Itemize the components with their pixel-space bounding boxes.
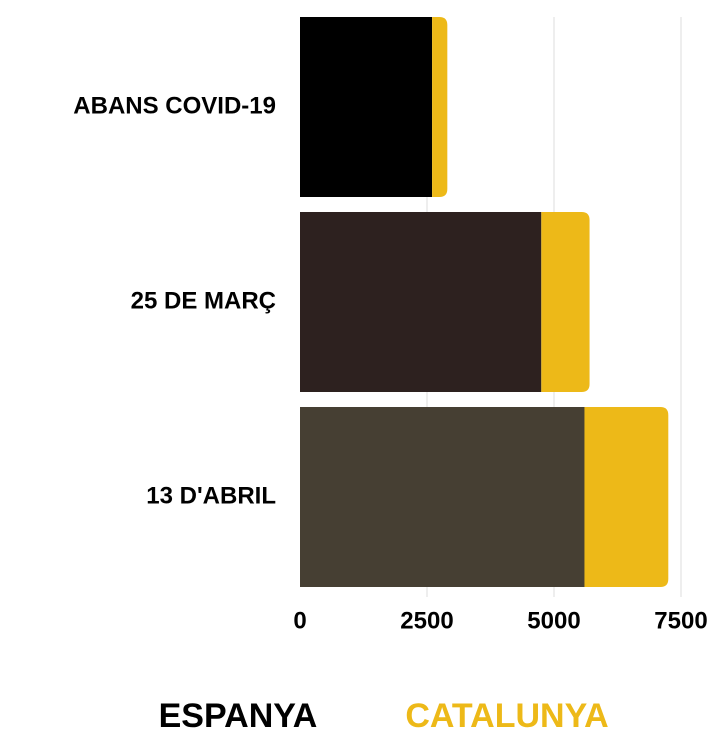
bar-segment bbox=[300, 407, 585, 587]
category-label: 25 DE MARÇ bbox=[131, 287, 276, 314]
x-tick-label: 5000 bbox=[527, 607, 580, 634]
category-label: ABANS COVID-19 bbox=[73, 92, 276, 119]
x-tick-label: 2500 bbox=[400, 607, 453, 634]
bar-segment bbox=[300, 212, 542, 392]
bar-segment bbox=[541, 212, 590, 392]
bar-segment bbox=[300, 17, 433, 197]
category-label: 13 D'ABRIL bbox=[146, 482, 276, 509]
x-tick-label: 7500 bbox=[654, 607, 707, 634]
legend-entry: ESPANYA bbox=[159, 697, 318, 732]
bar-segment bbox=[584, 407, 669, 587]
legend-entry: CATALUNYA bbox=[405, 697, 608, 732]
x-tick-label: 0 bbox=[293, 607, 306, 634]
bar-segment bbox=[432, 17, 448, 197]
